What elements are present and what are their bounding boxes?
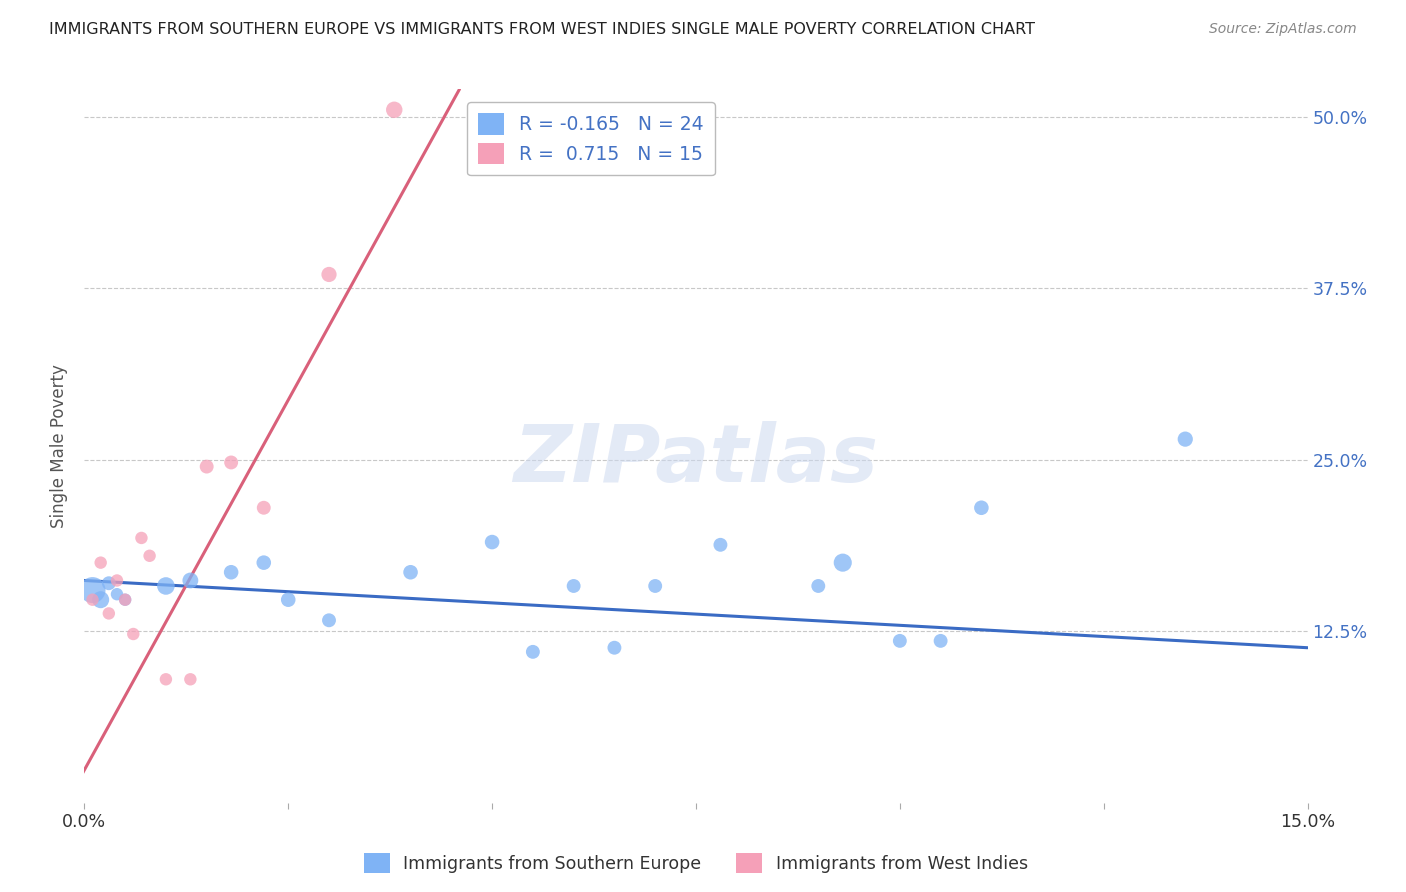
Point xyxy=(105,574,128,588)
Text: ZIPatlas: ZIPatlas xyxy=(513,421,879,500)
Point xyxy=(318,613,340,627)
Point xyxy=(155,673,177,687)
Legend: Immigrants from Southern Europe, Immigrants from West Indies: Immigrants from Southern Europe, Immigra… xyxy=(357,846,1035,880)
Point xyxy=(709,538,731,552)
Point xyxy=(90,556,112,570)
Point xyxy=(253,500,276,515)
Point xyxy=(195,459,218,474)
Point xyxy=(114,592,136,607)
Point xyxy=(138,549,160,563)
Point xyxy=(131,531,153,545)
Point xyxy=(253,556,276,570)
Point xyxy=(122,627,145,641)
Point xyxy=(179,673,201,687)
Point xyxy=(382,103,405,117)
Point xyxy=(807,579,830,593)
Point xyxy=(97,576,120,591)
Point xyxy=(219,566,242,580)
Point xyxy=(889,633,911,648)
Point xyxy=(97,607,120,621)
Point xyxy=(155,579,177,593)
Point xyxy=(562,579,585,593)
Point xyxy=(970,500,993,515)
Point xyxy=(644,579,666,593)
Point xyxy=(82,583,104,598)
Point xyxy=(82,592,104,607)
Point xyxy=(179,574,201,588)
Point xyxy=(831,556,853,570)
Point xyxy=(105,587,128,601)
Text: IMMIGRANTS FROM SOUTHERN EUROPE VS IMMIGRANTS FROM WEST INDIES SINGLE MALE POVER: IMMIGRANTS FROM SOUTHERN EUROPE VS IMMIG… xyxy=(49,22,1035,37)
Point xyxy=(1174,432,1197,446)
Point xyxy=(277,592,299,607)
Point xyxy=(318,268,340,282)
Point xyxy=(399,566,422,580)
Point xyxy=(603,640,626,655)
Point xyxy=(114,592,136,607)
Point xyxy=(219,455,242,469)
Point xyxy=(929,633,952,648)
Y-axis label: Single Male Poverty: Single Male Poverty xyxy=(51,364,69,528)
Point xyxy=(522,645,544,659)
Text: Source: ZipAtlas.com: Source: ZipAtlas.com xyxy=(1209,22,1357,37)
Point xyxy=(481,535,503,549)
Point xyxy=(90,592,112,607)
